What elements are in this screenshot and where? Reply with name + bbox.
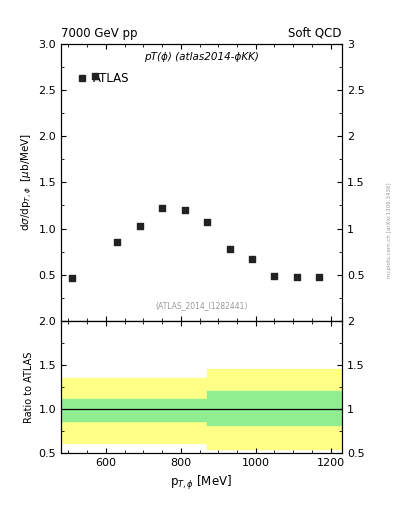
Text: ATLAS: ATLAS (93, 72, 130, 84)
Point (271, 271, 277, 280)
X-axis label: p$_{T,\phi}$ [MeV]: p$_{T,\phi}$ [MeV] (171, 474, 232, 492)
Y-axis label: d$\sigma$/dp$_{T,\phi}$  [$\mu$b/MeV]: d$\sigma$/dp$_{T,\phi}$ [$\mu$b/MeV] (20, 133, 34, 231)
Text: Soft QCD: Soft QCD (288, 27, 342, 40)
Text: mcplots.cern.ch [arXiv:1306.3436]: mcplots.cern.ch [arXiv:1306.3436] (387, 183, 392, 278)
Point (294, 272, 300, 281)
Point (182, 206, 188, 214)
Point (136, 222, 143, 230)
Text: 7000 GeV pp: 7000 GeV pp (61, 27, 138, 40)
Point (249, 255, 255, 263)
Point (226, 245, 233, 253)
Text: pT(ϕ) (atlas2014-ϕKK): pT(ϕ) (atlas2014-ϕKK) (144, 52, 259, 62)
Point (69, 273, 75, 282)
Point (114, 238, 120, 246)
Point (316, 272, 323, 281)
Point (92, 72, 98, 80)
Text: (ATLAS_2014_I1282441): (ATLAS_2014_I1282441) (155, 301, 248, 310)
Y-axis label: Ratio to ATLAS: Ratio to ATLAS (24, 351, 34, 423)
Point (159, 204, 165, 212)
Point (204, 218, 210, 226)
